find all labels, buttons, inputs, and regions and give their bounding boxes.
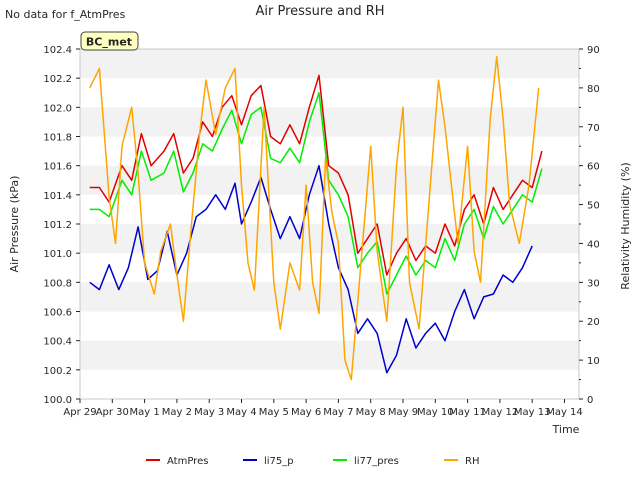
series-line-li77-pres	[89, 92, 543, 295]
x-tick-label: May 4	[226, 407, 256, 418]
left-axis: 100.0 100.2 100.4 100.6 100.8 101.0 101.2 101.4…	[43, 45, 80, 406]
left-tick-label: 101.6	[43, 162, 72, 173]
left-tick-label: 102.4	[43, 45, 72, 56]
x-tick-label: May 9	[388, 407, 418, 418]
right-tick-label: 40	[587, 239, 600, 250]
series-layer	[89, 56, 543, 381]
right-tick-label: 50	[587, 201, 600, 212]
right-tick-label: 60	[587, 162, 600, 173]
x-axis: Apr 29 Apr 30 May 1 May 2 May 3 May 4 May 5 May…	[63, 399, 583, 418]
x-tick-label: May 11	[449, 407, 486, 418]
no-data-note: No data for f_AtmPres	[5, 8, 126, 21]
legend: AtmPres li75_p li77_pres RH	[146, 456, 479, 467]
x-tick-label: May 8	[356, 407, 386, 418]
x-tick-label: May 12	[482, 407, 519, 418]
chart-title: Air Pressure and RH	[255, 4, 384, 19]
site-badge-label: BC_met	[86, 36, 132, 49]
left-tick-label: 100.0	[43, 395, 72, 406]
x-tick-label: May 13	[514, 407, 551, 418]
right-tick-label: 30	[587, 278, 600, 289]
site-badge: BC_met	[80, 31, 139, 51]
legend-label-atmpres: AtmPres	[167, 456, 208, 467]
left-tick-label: 102.0	[43, 103, 72, 114]
left-tick-label: 100.2	[43, 366, 72, 377]
x-tick-label: May 10	[417, 407, 454, 418]
right-tick-label: 20	[587, 317, 600, 328]
left-tick-label: 101.2	[43, 220, 72, 231]
x-tick-label: May 5	[259, 407, 289, 418]
plot-band	[80, 107, 579, 137]
plot-band	[80, 282, 579, 312]
left-tick-label: 100.4	[43, 337, 72, 348]
plot-band	[80, 340, 579, 370]
right-tick-label: 70	[587, 123, 600, 134]
right-tick-label: 0	[587, 395, 593, 406]
right-tick-label: 90	[587, 45, 600, 56]
legend-label-rh: RH	[465, 456, 479, 467]
x-tick-label: May 6	[291, 407, 321, 418]
x-axis-label: Time	[552, 423, 580, 436]
legend-label-li77-pres: li77_pres	[354, 456, 399, 467]
right-axis: 0 10 20 30 40 50 60 70 80 90	[579, 45, 600, 406]
legend-label-li75-p: li75_p	[264, 456, 294, 467]
plot-band	[80, 49, 579, 79]
series-line-rh	[89, 56, 540, 381]
left-tick-label: 101.8	[43, 133, 72, 144]
left-tick-label: 101.0	[43, 249, 72, 260]
x-tick-label: May 14	[546, 407, 583, 418]
left-tick-label: 101.4	[43, 191, 72, 202]
left-axis-label: Air Pressure (kPa)	[8, 176, 21, 273]
left-tick-label: 102.2	[43, 74, 72, 85]
x-tick-label: May 1	[129, 407, 159, 418]
site-badge-box	[80, 31, 139, 51]
right-tick-label: 80	[587, 84, 600, 95]
series-line-atmpres	[89, 74, 543, 276]
right-tick-label: 10	[587, 356, 600, 367]
x-tick-label: May 3	[194, 407, 224, 418]
x-tick-label: Apr 30	[96, 407, 129, 418]
x-tick-label: May 2	[162, 407, 192, 418]
right-axis-label: Relativity Humidity (%)	[619, 162, 632, 289]
left-tick-label: 100.6	[43, 308, 72, 319]
x-tick-label: May 7	[323, 407, 353, 418]
x-tick-label: Apr 29	[63, 407, 96, 418]
left-tick-label: 100.8	[43, 278, 72, 289]
